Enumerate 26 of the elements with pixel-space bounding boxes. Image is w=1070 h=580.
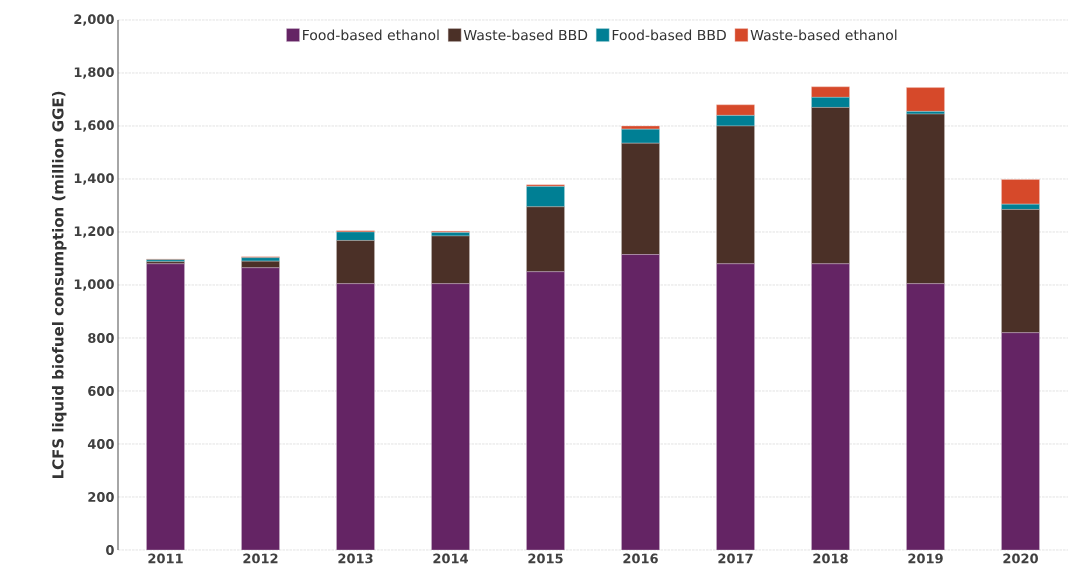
legend-label: Waste-based BBD xyxy=(463,29,588,41)
y-tick-label: 2,000 xyxy=(74,14,114,26)
x-tick-label: 2018 xyxy=(813,553,848,564)
x-tick-label: 2014 xyxy=(433,553,469,564)
legend-label: Waste-based ethanol xyxy=(750,29,897,41)
x-tick-label: 2011 xyxy=(148,553,183,564)
x-tick-label: 2016 xyxy=(623,553,658,564)
legend-label: Food-based ethanol xyxy=(303,29,439,41)
x-tick-label: 2013 xyxy=(338,553,373,564)
y-tick-label: 1,200 xyxy=(74,226,114,238)
x-tick-label: 2017 xyxy=(718,553,753,564)
y-tick-label: 0 xyxy=(106,545,114,555)
y-tick-label: 800 xyxy=(88,333,114,343)
x-tick-label: 2019 xyxy=(908,553,943,564)
y-tick-label: 1,400 xyxy=(74,173,114,185)
x-tick-label: 2015 xyxy=(528,553,563,564)
y-tick-label: 200 xyxy=(88,492,114,502)
y-tick-label: 1,800 xyxy=(74,67,114,79)
x-tick-label: 2020 xyxy=(1003,553,1038,564)
y-tick-label: 400 xyxy=(87,439,114,449)
y-tick-label: 1,600 xyxy=(74,120,114,132)
legend-label: Food-based BBD xyxy=(612,29,726,41)
y-axis-title: LCFS liquid biofuel consumption (million GGE) xyxy=(51,91,67,479)
y-tick-label: 600 xyxy=(88,386,114,396)
y-tick-label: 1,000 xyxy=(74,279,114,291)
x-tick-label: 2012 xyxy=(243,553,278,564)
